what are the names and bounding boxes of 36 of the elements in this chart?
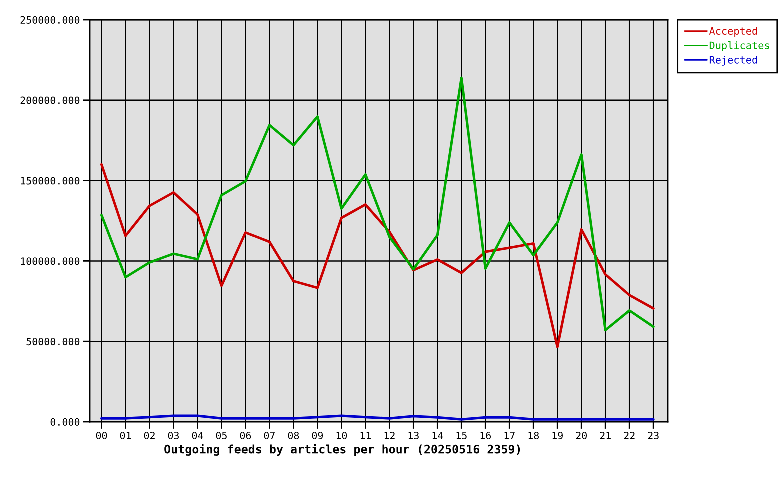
y-tick-label: 200000.000 — [20, 96, 80, 104]
x-tick-label: 06 — [240, 432, 252, 440]
y-tick-label: 0.000 — [50, 418, 80, 426]
x-tick-label: 07 — [264, 432, 275, 440]
x-tick-label: 09 — [312, 432, 324, 440]
x-tick-label: 02 — [144, 432, 155, 440]
x-tick-label: 15 — [456, 432, 467, 440]
legend-label: Duplicates — [710, 42, 770, 52]
x-axis-title: Outgoing feeds by articles per hour (20250516 2359) — [164, 444, 520, 456]
line-series — [100, 163, 655, 348]
x-tick-label: 00 — [96, 432, 108, 440]
x-tick-label: 11 — [360, 432, 372, 440]
x-tick-label: 22 — [624, 432, 635, 440]
x-tick-label: 19 — [552, 432, 563, 440]
line-series — [100, 76, 655, 332]
y-tick-label: 50000.000 — [26, 338, 80, 346]
y-tick-label: 100000.000 — [21, 258, 80, 266]
x-tick-label: 05 — [216, 432, 227, 440]
x-tick-label: 14 — [432, 432, 444, 440]
legend-label: Rejected — [710, 56, 758, 66]
x-tick-label: 12 — [384, 432, 395, 440]
x-tick-label: 10 — [336, 432, 348, 440]
y-tick-label: 250000.000 — [20, 16, 80, 24]
x-tick-label: 18 — [528, 432, 540, 440]
y-tick-label: 150000.000 — [21, 177, 80, 185]
x-tick-label: 01 — [120, 432, 132, 440]
x-tick-label: 13 — [408, 432, 419, 440]
x-tick-label: 23 — [648, 432, 659, 440]
x-tick-label: 04 — [192, 432, 204, 440]
x-tick-label: 17 — [504, 432, 515, 440]
x-tick-label: 20 — [576, 432, 587, 440]
x-tick-label: 21 — [600, 432, 611, 440]
x-tick-label: 16 — [480, 432, 492, 440]
legend-label: Accepted — [709, 27, 758, 37]
x-tick-label: 03 — [168, 432, 180, 440]
x-tick-label: 08 — [288, 432, 300, 440]
